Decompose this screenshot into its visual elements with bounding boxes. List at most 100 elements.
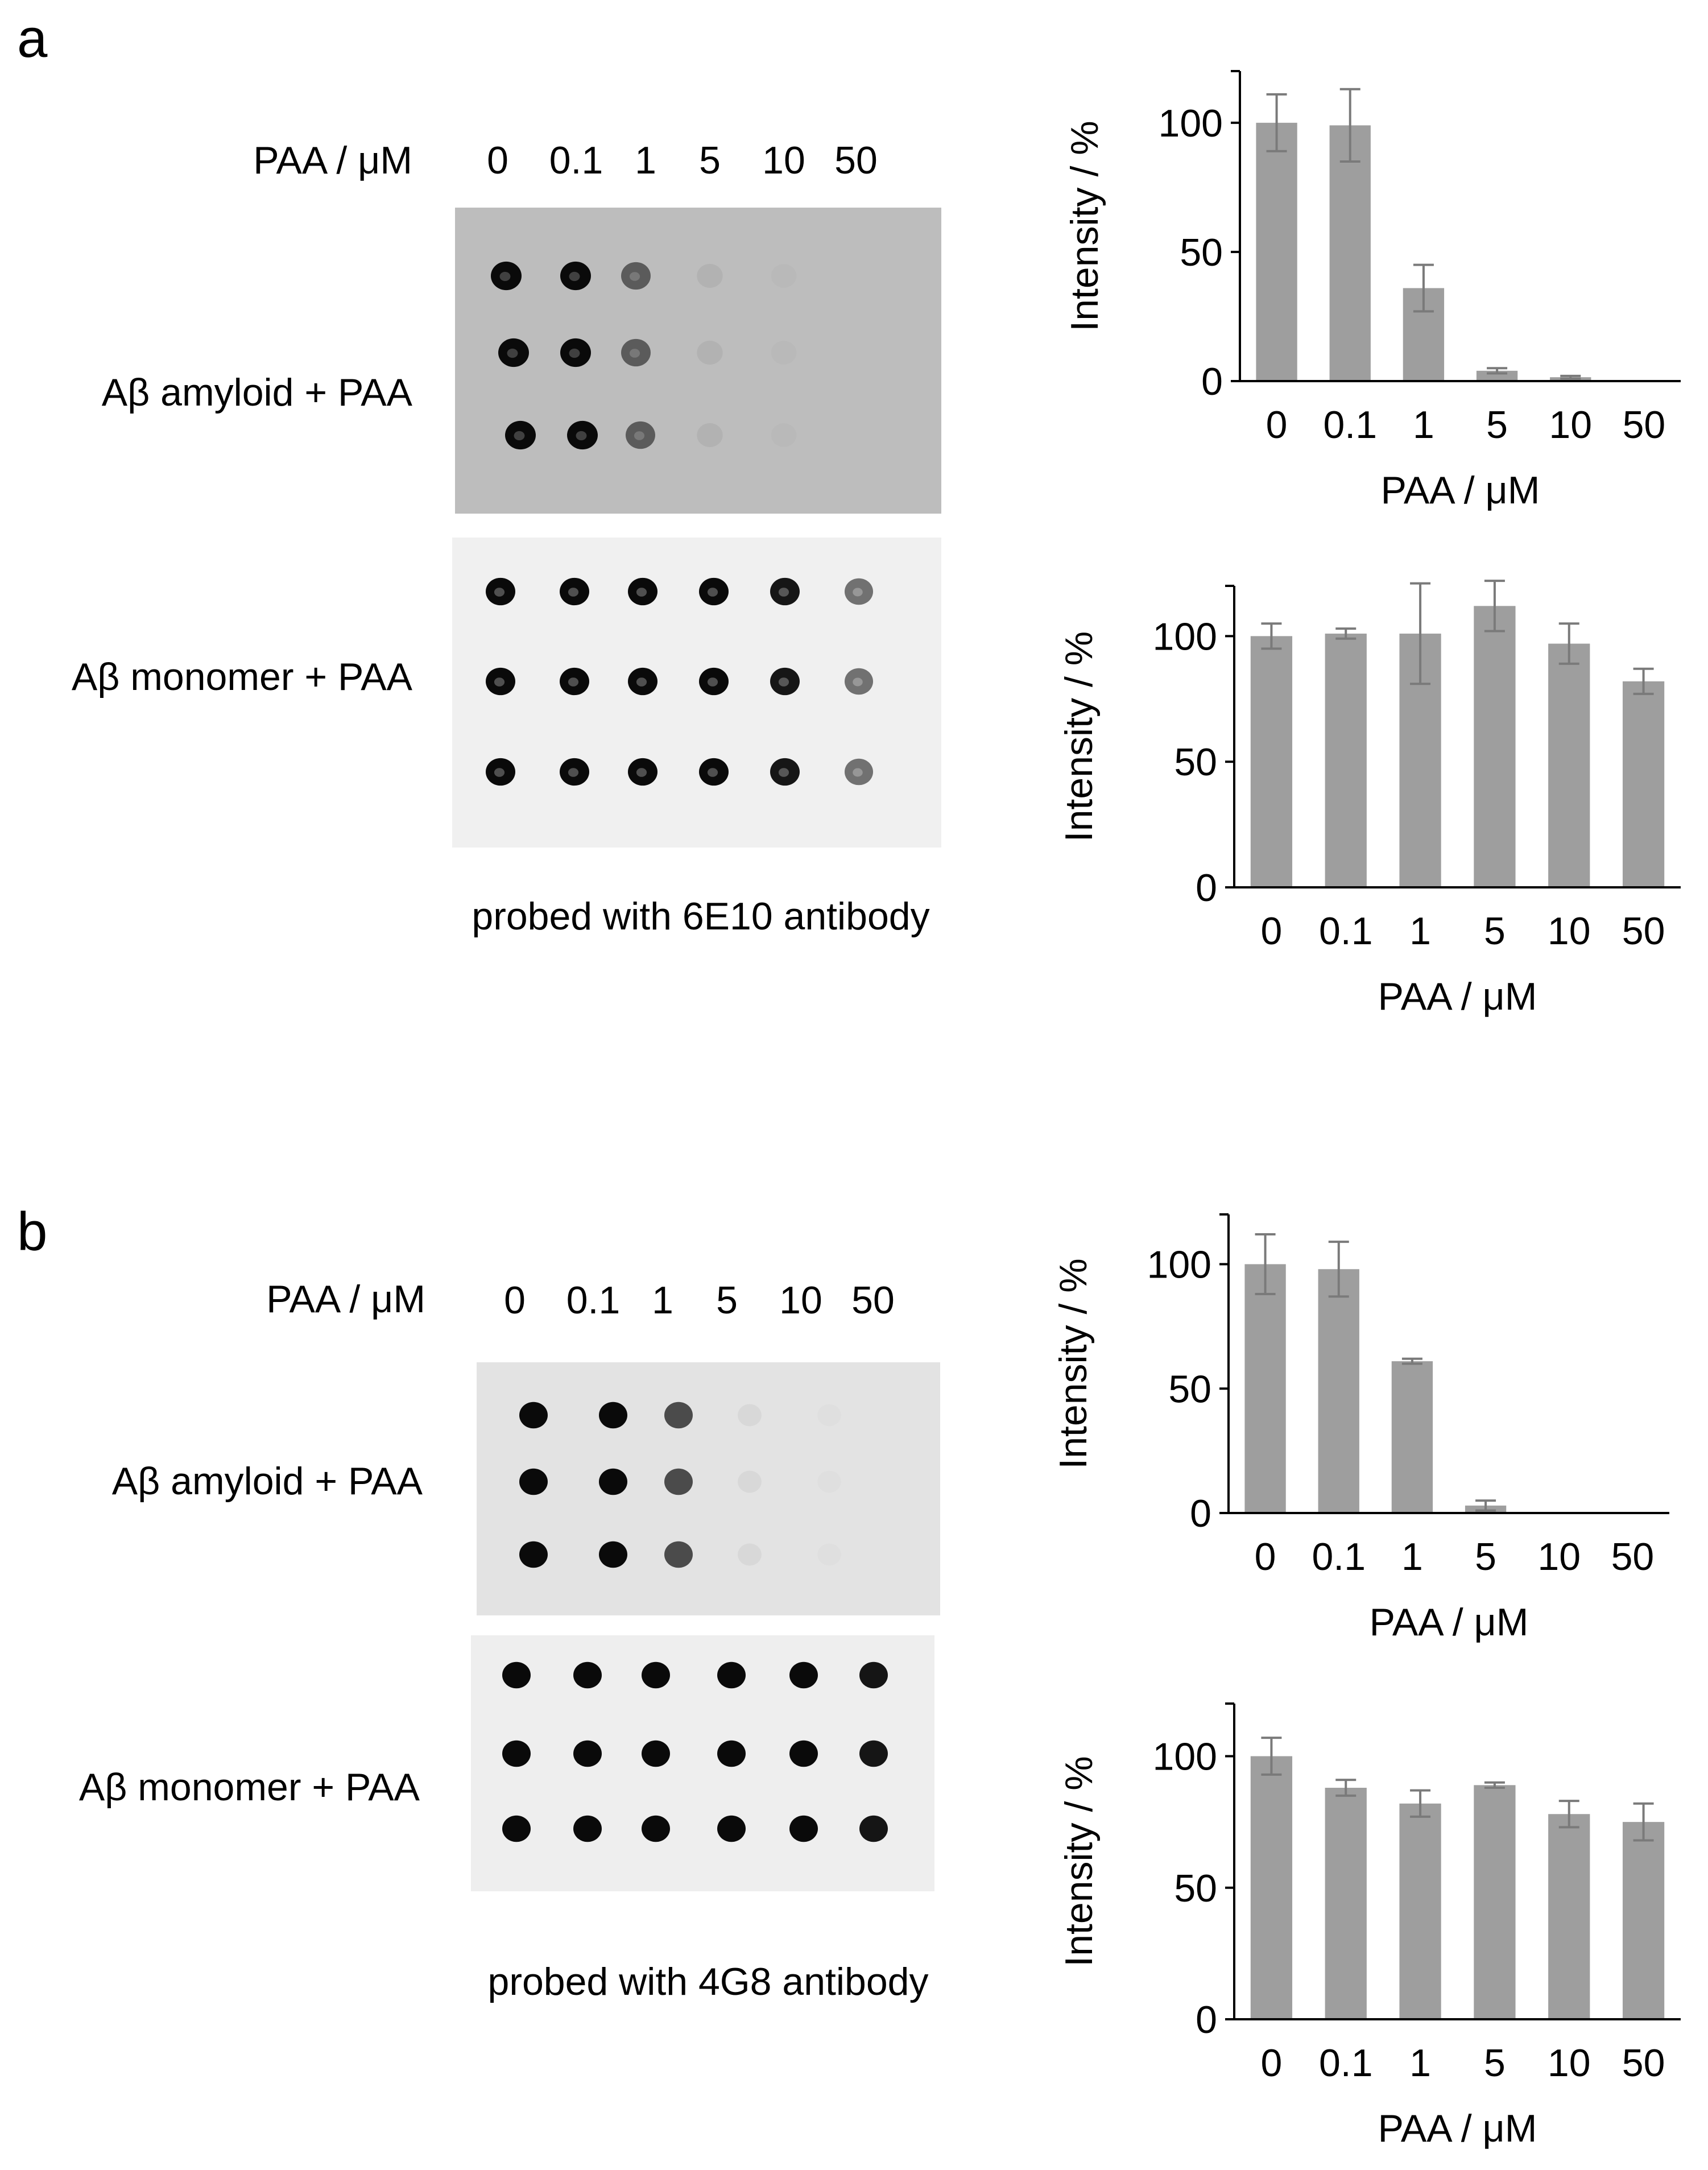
x-axis-label: PAA / μM	[1378, 2107, 1537, 2150]
blot-spot	[738, 1543, 762, 1566]
blot-spot	[502, 1661, 531, 1689]
conc-header-b: PAA / μM	[266, 1278, 425, 1321]
blot-spot	[519, 1541, 548, 1568]
y-tick-label: 50	[1168, 1367, 1211, 1411]
y-tick-label: 50	[1180, 231, 1223, 274]
blot-spot	[738, 1470, 762, 1493]
blot-spot	[621, 262, 651, 290]
blot-spot	[844, 668, 874, 695]
blot-spot	[859, 1815, 888, 1842]
error-bar	[1560, 374, 1581, 380]
blot-spot	[628, 577, 657, 606]
blot-spot	[560, 261, 591, 291]
y-axis-label: Intensity / %	[1063, 121, 1106, 331]
panel-letter-b: b	[17, 1201, 48, 1262]
bar	[1250, 636, 1293, 887]
y-tick-label: 100	[1153, 1735, 1217, 1779]
blot-spot	[491, 261, 522, 291]
conc-labels-a: 0 0.1 1 5 10 50	[455, 141, 944, 187]
x-tick-label: 0	[1255, 1535, 1276, 1578]
conc-label: 10	[779, 1279, 822, 1322]
x-axis-label: PAA / μM	[1370, 1601, 1529, 1644]
bar	[1476, 370, 1518, 381]
x-tick-label: 50	[1622, 2041, 1665, 2085]
x-tick-label: 10	[1537, 1535, 1581, 1578]
blot-spot	[560, 758, 589, 786]
blot-spot	[717, 1661, 746, 1689]
blot-membrane	[477, 1362, 940, 1615]
bar	[1548, 1814, 1590, 2019]
bar-chart-amyloid-4g8: 0 50 100 0 0.1 1 5 10 50 PAA / μM Intensity / %	[1052, 1213, 1669, 1644]
blot-spot	[771, 423, 797, 447]
error-bar	[1339, 88, 1360, 163]
blot-spot	[697, 423, 723, 448]
blot-spot	[717, 1740, 746, 1767]
error-bar	[1335, 627, 1357, 640]
blot-membrane	[455, 208, 941, 514]
error-bar	[1261, 1737, 1282, 1776]
y-tick-label: 50	[1174, 741, 1217, 784]
error-bar	[1558, 1800, 1579, 1829]
x-axis-label: PAA / μM	[1381, 469, 1540, 512]
caption-4g8: probed with 4G8 antibody	[487, 1960, 929, 2003]
blot-spot	[628, 758, 657, 786]
blot-spot	[789, 1815, 818, 1842]
conc-label: 0.1	[549, 139, 603, 182]
x-tick-label: 1	[1413, 403, 1434, 447]
blot-spot	[771, 264, 797, 288]
bar	[1318, 1269, 1359, 1513]
x-tick-label: 10	[1548, 910, 1591, 953]
blot-spot	[642, 1740, 670, 1767]
error-bar	[1261, 622, 1282, 650]
dot-blot-monomer-6e10	[452, 538, 941, 848]
blot-spot	[770, 758, 800, 786]
blot-spot	[519, 1402, 548, 1429]
y-axis-label: Intensity / %	[1057, 631, 1101, 842]
blot-spot	[844, 758, 874, 786]
bar	[1329, 125, 1371, 381]
bar	[1250, 1756, 1293, 2019]
conc-label: 50	[834, 139, 878, 182]
blot-spot	[789, 1740, 818, 1767]
blot-spot	[599, 1402, 627, 1429]
y-tick-label: 0	[1196, 866, 1217, 910]
error-bar	[1255, 1233, 1276, 1295]
y-tick-label: 0	[1196, 1998, 1217, 2041]
bar	[1325, 633, 1367, 887]
blot-spot	[817, 1470, 841, 1493]
bar	[1244, 1264, 1286, 1513]
blot-spot	[717, 1815, 746, 1842]
x-tick-label: 1	[1409, 2041, 1431, 2085]
blot-spot	[697, 263, 723, 288]
row-label-monomer-b: Aβ monomer + PAA	[78, 1766, 420, 1809]
x-tick-label: 0	[1261, 2041, 1283, 2085]
blot-spot	[486, 667, 515, 696]
bar	[1399, 1803, 1441, 2019]
dot-blot-amyloid-6e10	[455, 208, 941, 514]
y-tick-label: 0	[1190, 1492, 1211, 1535]
blot-spot	[844, 578, 874, 605]
blot-spot	[599, 1541, 627, 1568]
x-tick-label: 10	[1549, 403, 1592, 447]
conc-label: 5	[716, 1279, 738, 1322]
blot-spot	[626, 421, 655, 449]
x-tick-label: 1	[1409, 910, 1431, 953]
conc-label: 10	[762, 139, 805, 182]
blot-spot	[573, 1740, 602, 1767]
conc-label: 50	[851, 1279, 895, 1322]
blot-spot	[519, 1468, 548, 1495]
error-bar	[1401, 1357, 1422, 1365]
x-tick-label: 0.1	[1319, 2041, 1373, 2085]
x-tick-label: 5	[1484, 2041, 1506, 2085]
bar-chart-monomer-4g8: 0 50 100 0 0.1 1 5 10 50 PAA / μM Intensity / %	[1057, 1702, 1681, 2150]
error-bar	[1410, 582, 1431, 685]
bar	[1474, 606, 1516, 887]
blot-spot	[573, 1661, 602, 1689]
row-label-amyloid-a: Aβ amyloid + PAA	[101, 371, 412, 414]
y-tick-label: 100	[1147, 1243, 1211, 1287]
conc-labels-b: 0 0.1 1 5 10 50	[472, 1281, 961, 1326]
blot-spot	[502, 1815, 531, 1842]
error-bar	[1484, 1781, 1505, 1789]
blot-spot	[859, 1661, 888, 1689]
error-bar	[1484, 580, 1505, 633]
